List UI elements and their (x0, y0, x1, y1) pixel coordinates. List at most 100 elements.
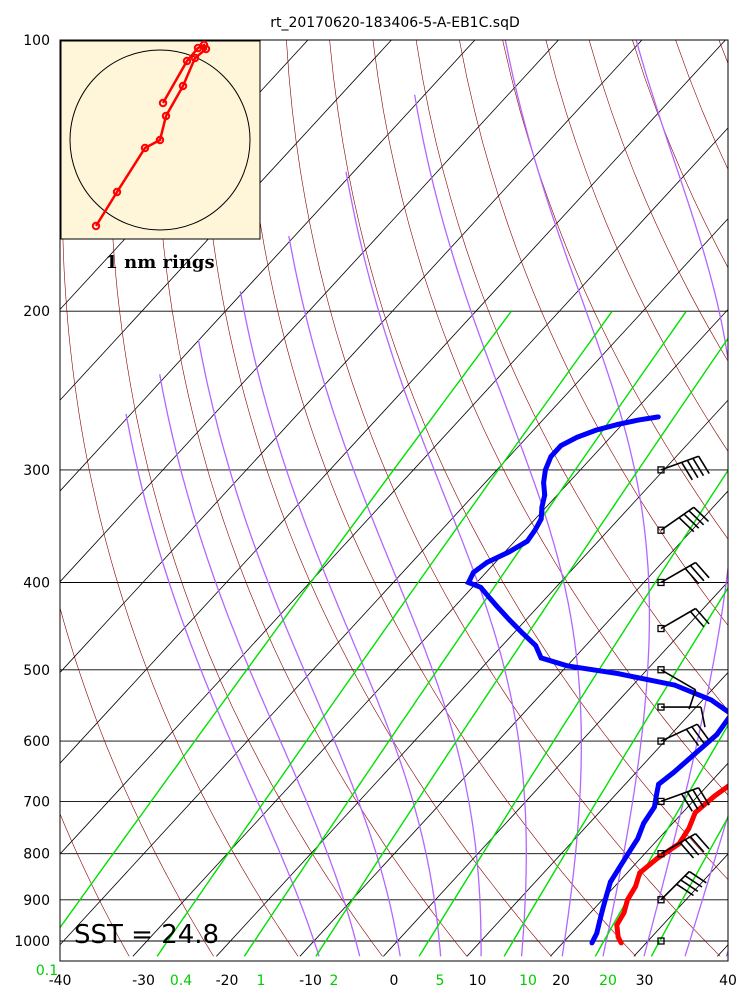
hodograph-point (193, 43, 203, 53)
dewpoint-point (597, 918, 603, 924)
pressure-tick-label: 700 (23, 794, 50, 810)
dry-adiabat-320 (329, 40, 728, 880)
temperature-tick-label: -30 (132, 973, 155, 989)
chart-title: rt_20170620-183406-5-A-EB1C.sqD (270, 15, 520, 31)
dewpoint-point (548, 454, 554, 459)
wind-barb-flag (681, 461, 693, 481)
pressure-tick-label: 900 (23, 893, 50, 909)
moist-adiabat--10 (125, 413, 320, 957)
wind-barb-flag (681, 793, 693, 812)
temperature-point (633, 884, 638, 889)
isotherm-10 (466, 671, 728, 957)
wind-barb (657, 703, 706, 728)
isotherm--100 (60, 40, 392, 401)
dewpoint-point (616, 865, 622, 871)
dewpoint-point (672, 682, 678, 688)
mixing-ratio-30 (650, 816, 728, 957)
wind-barb-flag (688, 689, 697, 710)
wind-barb-flag (686, 459, 699, 479)
dry-adiabat-340 (415, 40, 728, 711)
hodograph-point (140, 143, 150, 153)
moist-adiabat-0 (197, 339, 401, 957)
moist-adiabat--5 (159, 374, 361, 957)
wind-barb-flag (683, 513, 700, 529)
mixing-ratio-label: 10 (519, 973, 537, 989)
wind-barb-station (657, 850, 665, 858)
dewpoint-point (656, 781, 661, 787)
dewpoint-point (486, 594, 492, 600)
dry-adiabat-300 (242, 40, 637, 957)
pressure-tick-label: 800 (23, 847, 50, 863)
wind-barb-flag (689, 610, 705, 628)
dewpoint-point (506, 617, 512, 623)
wind-barb-station (657, 737, 665, 745)
wind-barb-flag (692, 457, 705, 477)
hodograph-point (190, 53, 200, 63)
temperature-tick-label: -40 (49, 973, 72, 989)
wind-barb-staff (660, 506, 695, 531)
dewpoint-point (538, 516, 544, 522)
wind-barb-flag (684, 875, 703, 888)
isotherm--40 (60, 218, 728, 946)
wind-barb-flag (676, 883, 694, 897)
temperature-point (614, 922, 620, 928)
moist-adiabat-30 (635, 40, 728, 957)
wind-barb-flag (680, 879, 699, 892)
isotherm--50 (60, 127, 728, 855)
wind-barb-staff (660, 833, 697, 855)
dewpoint-point (543, 467, 548, 473)
hodograph-point (155, 135, 165, 145)
wind-barb-staff (660, 455, 699, 471)
wind-barb-station (657, 896, 665, 904)
temperature-tick-label: -10 (299, 973, 322, 989)
hodograph-point (112, 187, 122, 197)
pressure-tick-label: 100 (23, 33, 50, 49)
hodograph-inset (60, 40, 261, 240)
wind-barb-flag (695, 561, 710, 579)
dry-adiabat-370 (545, 40, 728, 452)
wind-barb-station (657, 937, 665, 945)
hodograph-range-ring (69, 49, 251, 231)
dry-adiabat-350 (459, 40, 728, 626)
temperature-point (637, 870, 643, 876)
wind-barb-flag (678, 517, 695, 533)
dewpoint-point (532, 527, 538, 533)
dewpoint-point (600, 906, 606, 911)
dry-adiabat-310 (286, 40, 721, 957)
dewpoint-point (625, 851, 631, 857)
hodograph-point (161, 111, 171, 121)
temperature-point (712, 793, 718, 799)
dewpoint-point (604, 893, 609, 898)
wind-barb-staff (660, 723, 698, 742)
temperature-point (615, 934, 621, 940)
wind-barb-flag (688, 510, 705, 526)
dewpoint-point (589, 940, 595, 946)
moist-adiabat-40 (725, 949, 728, 957)
wind-barb (657, 833, 710, 859)
wind-barb-staff (660, 669, 697, 691)
isotherm--10 (299, 490, 728, 957)
mixing-ratio-label: 5 (436, 973, 445, 989)
dewpoint-point (729, 712, 734, 717)
sst-label: SST = 24.8 (74, 920, 219, 950)
dewpoint-point (692, 751, 698, 757)
dewpoint-point (466, 580, 471, 585)
temperature-trace (614, 783, 728, 945)
wind-barb-flag (679, 842, 695, 859)
temperature-point (737, 776, 742, 781)
wind-barb-flag (700, 706, 706, 728)
dewpoint-point (524, 538, 530, 544)
dewpoint-point (541, 480, 546, 486)
hodograph-point (178, 81, 188, 91)
wind-barb-flag (695, 833, 710, 850)
isotherm-0 (383, 581, 728, 957)
pressure-tick-label: 600 (23, 734, 50, 750)
wind-barb-flag (692, 789, 705, 808)
dewpoint-point (539, 504, 545, 510)
dewpoint-point (635, 836, 641, 842)
dewpoint-point (652, 804, 657, 810)
dry-adiabat-280 (155, 40, 468, 957)
wind-barb-flag (689, 564, 705, 582)
dewpoint-point (574, 434, 580, 440)
